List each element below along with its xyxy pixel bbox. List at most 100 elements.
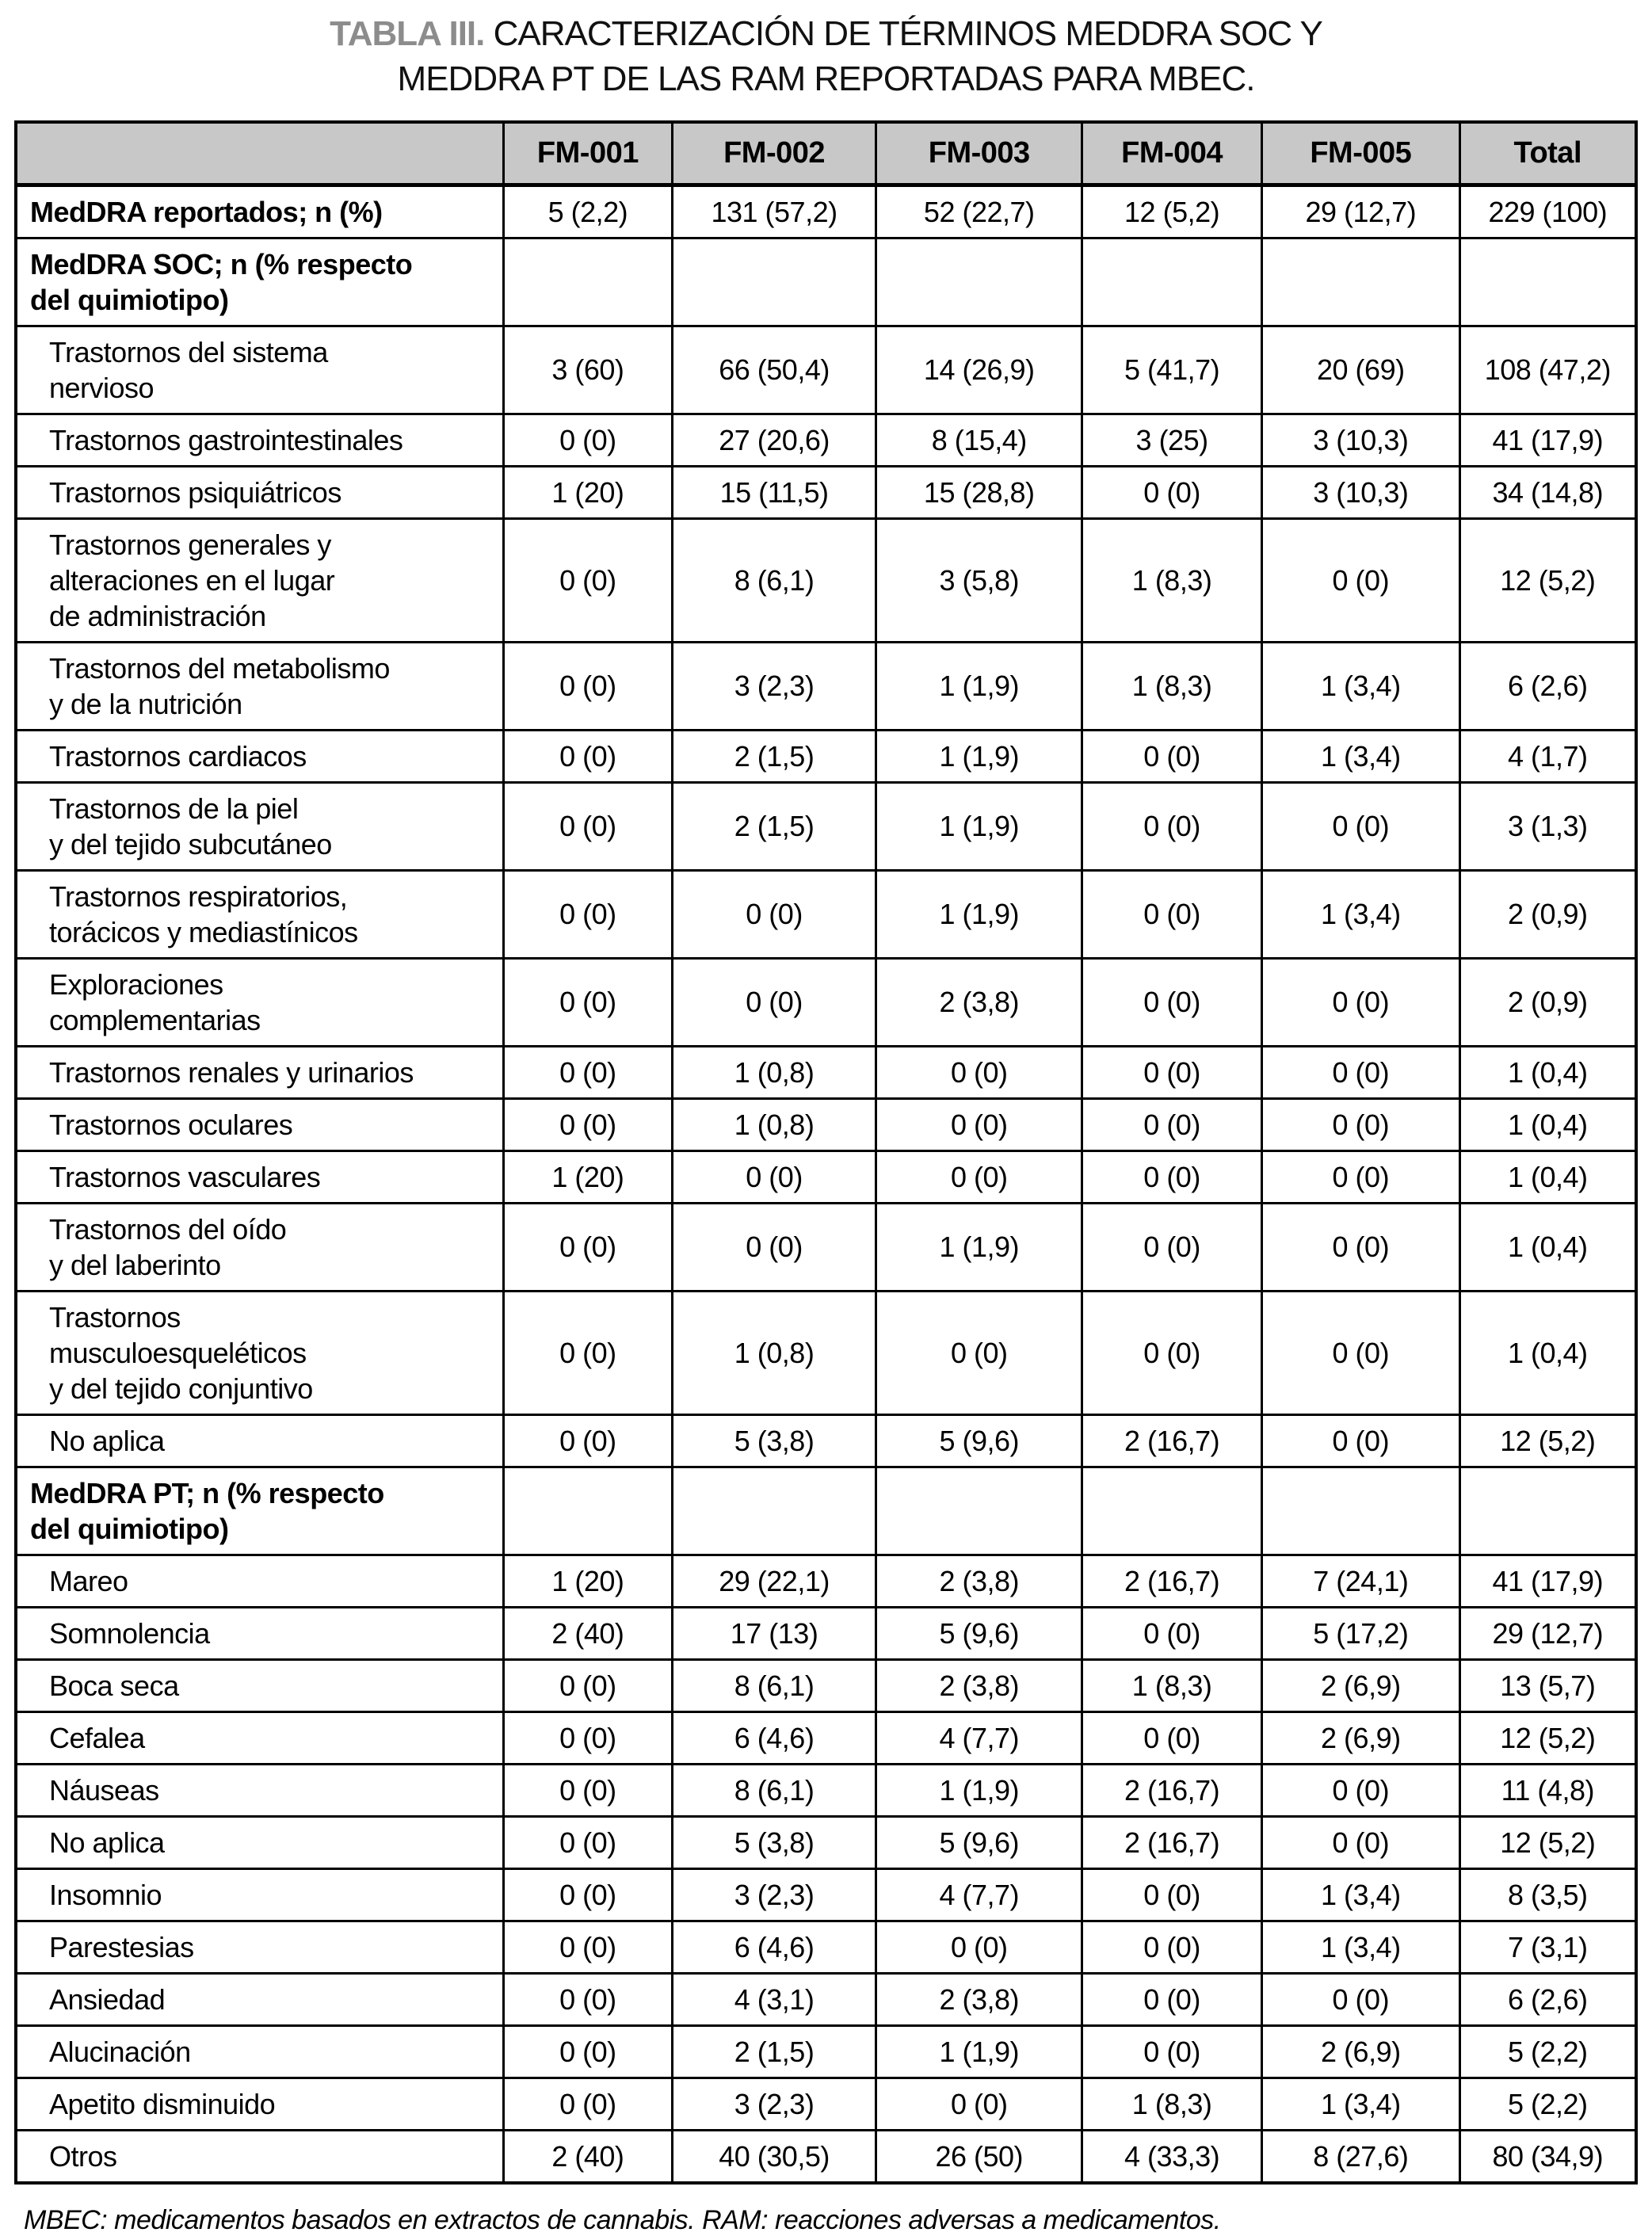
- value-cell: 8 (6,1): [670, 1763, 878, 1818]
- value-cell: 0 (0): [1081, 1711, 1264, 1766]
- corner-cell: [14, 120, 506, 188]
- value-cell: 0 (0): [1081, 869, 1264, 960]
- table-row: Boca seca 0 (0) 8 (6,1) 2 (3,8) 1 (8,3) 2 (6,…: [14, 1658, 1638, 1714]
- row-label: No aplica: [14, 1815, 506, 1871]
- row-label: Trastornos vasculares: [14, 1150, 506, 1205]
- table-footnote: MBEC: medicamentos basados en extractos …: [24, 2205, 1221, 2236]
- value-cell: 15 (11,5): [670, 465, 878, 521]
- row-label: Trastornos renales y urinarios: [14, 1045, 506, 1101]
- value-cell: 13 (5,7): [1458, 1658, 1638, 1714]
- value-cell: 8 (6,1): [670, 517, 878, 644]
- value-cell: 0 (0): [670, 957, 878, 1048]
- row-label: No aplica: [14, 1414, 506, 1469]
- value-cell: 11 (4,8): [1458, 1763, 1638, 1818]
- table-row: Exploraciones complementarias 0 (0) 0 (0) 2…: [14, 957, 1638, 1048]
- table-row: Mareo 1 (20) 29 (22,1) 2 (3,8) 2 (16,7) 7 (24…: [14, 1554, 1638, 1609]
- table-row: Somnolencia 2 (40) 17 (13) 5 (9,6) 0 (0) 5 (1…: [14, 1606, 1638, 1662]
- value-cell: 2 (3,8): [875, 1658, 1084, 1714]
- value-cell: [1081, 1466, 1264, 1557]
- value-cell: 17 (13): [670, 1606, 878, 1662]
- value-cell: 3 (5,8): [875, 517, 1084, 644]
- value-cell: 5 (3,8): [670, 1815, 878, 1871]
- column-header: FM-004: [1081, 120, 1264, 188]
- value-cell: 0 (0): [502, 2077, 673, 2132]
- value-cell: 5 (2,2): [1458, 2024, 1638, 2080]
- row-label: Trastornos respiratorios, torácicos y me…: [14, 869, 506, 960]
- value-cell: 131 (57,2): [670, 184, 878, 240]
- value-cell: 15 (28,8): [875, 465, 1084, 521]
- table-row: Trastornos del oído y del laberinto 0 (0)…: [14, 1202, 1638, 1293]
- value-cell: 1 (3,4): [1261, 729, 1461, 784]
- table-row: Ansiedad 0 (0) 4 (3,1) 2 (3,8) 0 (0) 0 (0) 6 (…: [14, 1972, 1638, 2028]
- value-cell: 4 (7,7): [875, 1711, 1084, 1766]
- table-row: Cefalea 0 (0) 6 (4,6) 4 (7,7) 0 (0) 2 (6,9) 12…: [14, 1711, 1638, 1766]
- value-cell: 3 (60): [502, 325, 673, 416]
- value-cell: 6 (4,6): [670, 1711, 878, 1766]
- value-cell: 4 (1,7): [1458, 729, 1638, 784]
- value-cell: 5 (9,6): [875, 1815, 1084, 1871]
- value-cell: 0 (0): [502, 1658, 673, 1714]
- table-row: Insomnio 0 (0) 3 (2,3) 4 (7,7) 0 (0) 1 (3,4) 8…: [14, 1868, 1638, 1923]
- row-label: MedDRA PT; n (% respecto del quimiotipo): [14, 1466, 506, 1557]
- value-cell: 2 (16,7): [1081, 1815, 1264, 1871]
- value-cell: 0 (0): [1261, 1815, 1461, 1871]
- value-cell: [502, 237, 673, 328]
- value-cell: 0 (0): [875, 2077, 1084, 2132]
- table-row: Trastornos renales y urinarios 0 (0) 1 (0,…: [14, 1045, 1638, 1101]
- value-cell: 12 (5,2): [1458, 1711, 1638, 1766]
- value-cell: 5 (9,6): [875, 1606, 1084, 1662]
- table-row: Trastornos vasculares 1 (20) 0 (0) 0 (0) 0 (…: [14, 1150, 1638, 1205]
- value-cell: 8 (15,4): [875, 413, 1084, 468]
- value-cell: 0 (0): [502, 1763, 673, 1818]
- value-cell: 0 (0): [1261, 1202, 1461, 1293]
- value-cell: 0 (0): [502, 1414, 673, 1469]
- row-label: Trastornos cardiacos: [14, 729, 506, 784]
- value-cell: 108 (47,2): [1458, 325, 1638, 416]
- value-cell: 8 (27,6): [1261, 2129, 1461, 2184]
- value-cell: 0 (0): [1081, 1972, 1264, 2028]
- value-cell: 2 (1,5): [670, 781, 878, 872]
- value-cell: 34 (14,8): [1458, 465, 1638, 521]
- value-cell: 0 (0): [502, 957, 673, 1048]
- row-label: Trastornos generales y alteraciones en e…: [14, 517, 506, 644]
- table-row: Trastornos de la piel y del tejido subcu…: [14, 781, 1638, 872]
- value-cell: 1 (8,3): [1081, 1658, 1264, 1714]
- value-cell: 0 (0): [1261, 1414, 1461, 1469]
- value-cell: 0 (0): [875, 1290, 1084, 1417]
- value-cell: 6 (2,6): [1458, 1972, 1638, 2028]
- table-row: Trastornos psiquiátricos 1 (20) 15 (11,5) 1…: [14, 465, 1638, 521]
- value-cell: 3 (10,3): [1261, 413, 1461, 468]
- value-cell: 0 (0): [875, 1045, 1084, 1101]
- row-label: Trastornos musculoesqueléticos y del tej…: [14, 1290, 506, 1417]
- value-cell: [502, 1466, 673, 1557]
- value-cell: 0 (0): [1081, 1045, 1264, 1101]
- value-cell: [875, 237, 1084, 328]
- value-cell: 0 (0): [502, 781, 673, 872]
- value-cell: 5 (9,6): [875, 1414, 1084, 1469]
- value-cell: 80 (34,9): [1458, 2129, 1638, 2184]
- value-cell: 2 (6,9): [1261, 1711, 1461, 1766]
- value-cell: 12 (5,2): [1081, 184, 1264, 240]
- value-cell: 0 (0): [502, 729, 673, 784]
- value-cell: [670, 1466, 878, 1557]
- value-cell: 1 (0,4): [1458, 1045, 1638, 1101]
- value-cell: 1 (1,9): [875, 1763, 1084, 1818]
- value-cell: 0 (0): [875, 1150, 1084, 1205]
- row-label: Otros: [14, 2129, 506, 2184]
- value-cell: [875, 1466, 1084, 1557]
- table-row: Trastornos gastrointestinales 0 (0) 27 (20…: [14, 413, 1638, 468]
- value-cell: 6 (2,6): [1458, 641, 1638, 732]
- value-cell: 0 (0): [502, 1972, 673, 2028]
- row-label: Cefalea: [14, 1711, 506, 1766]
- table-title-label: TABLA III.: [330, 14, 485, 53]
- table-row: Trastornos respiratorios, torácicos y me…: [14, 869, 1638, 960]
- value-cell: 0 (0): [502, 1045, 673, 1101]
- value-cell: 26 (50): [875, 2129, 1084, 2184]
- row-label: Náuseas: [14, 1763, 506, 1818]
- value-cell: 0 (0): [502, 413, 673, 468]
- row-label: Ansiedad: [14, 1972, 506, 2028]
- value-cell: 1 (20): [502, 1150, 673, 1205]
- column-header: FM-003: [875, 120, 1084, 188]
- value-cell: 1 (0,8): [670, 1290, 878, 1417]
- value-cell: 29 (12,7): [1261, 184, 1461, 240]
